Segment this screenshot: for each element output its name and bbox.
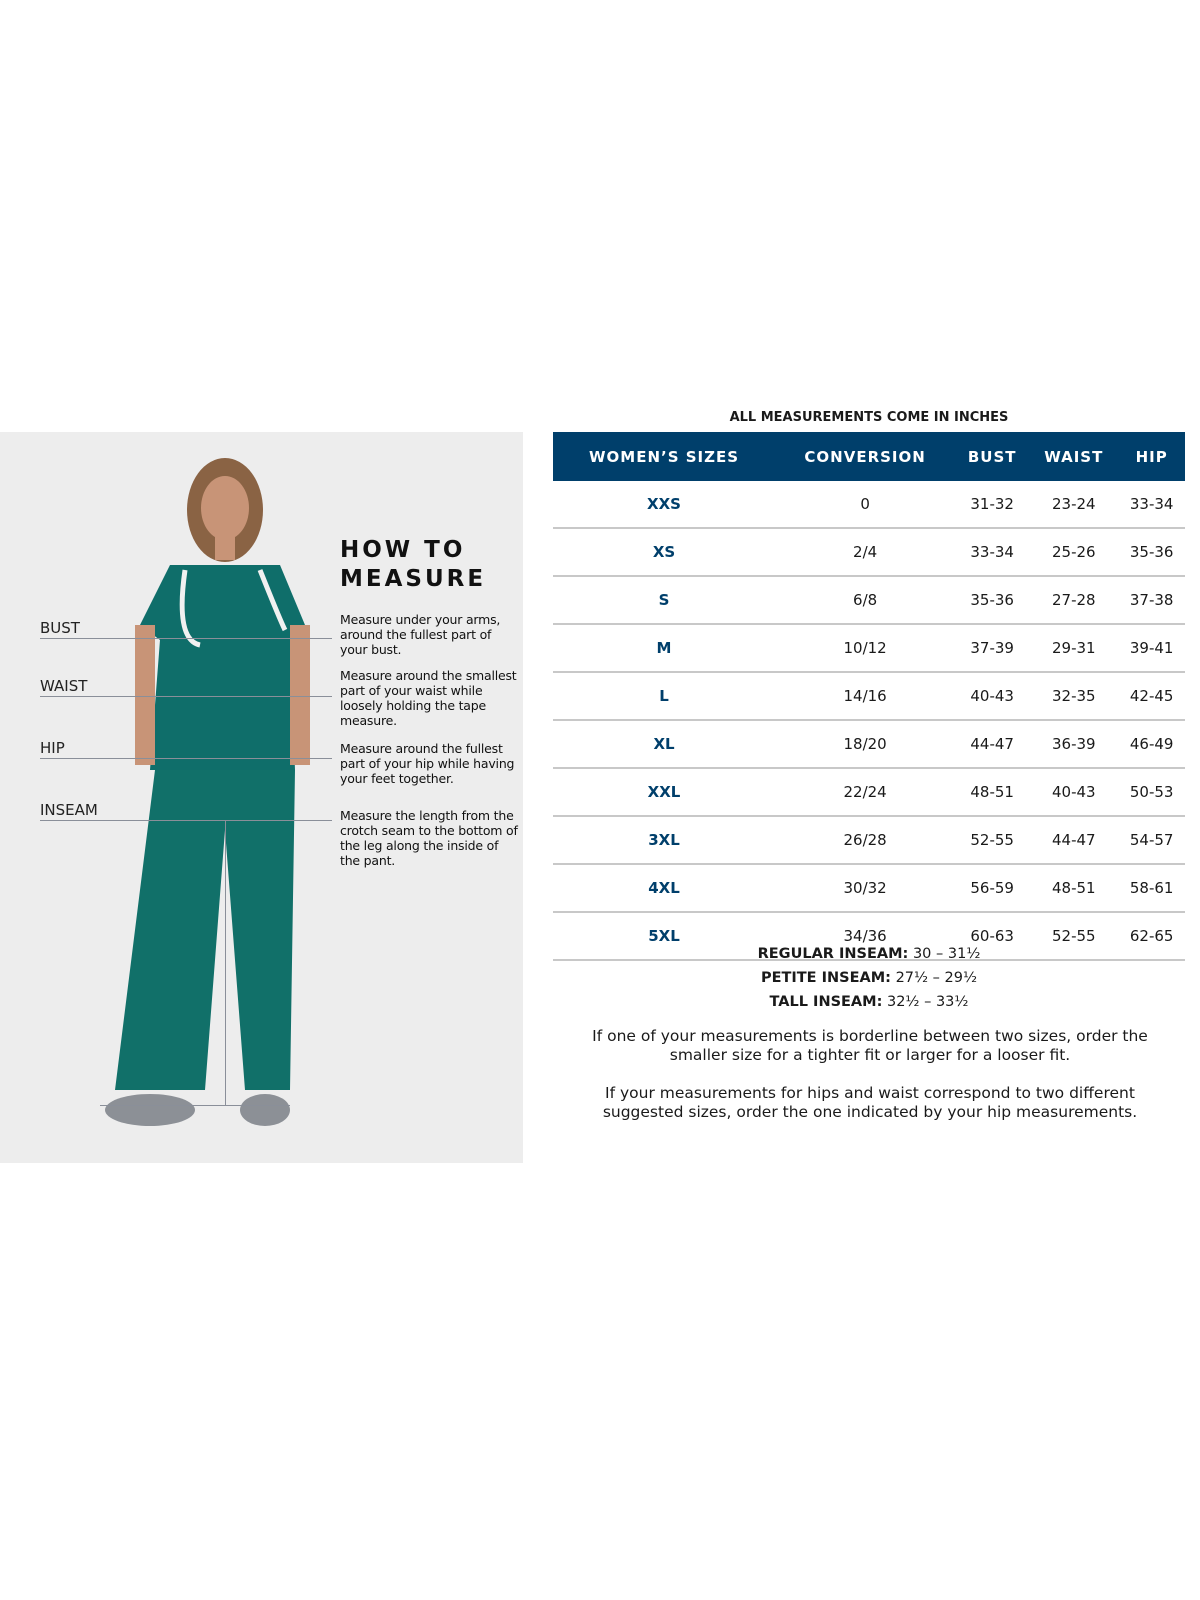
measurement-cell: 44-47 <box>955 720 1030 769</box>
size-cell: 4XL <box>553 864 776 913</box>
size-cell: XL <box>553 720 776 769</box>
inseam-guide-line <box>40 820 332 821</box>
measurement-cell: 56-59 <box>955 864 1030 913</box>
petite-inseam: PETITE INSEAM: 27½ – 29½ <box>760 970 978 986</box>
inseam-info: REGULAR INSEAM: 30 – 31½ PETITE INSEAM: … <box>553 942 1185 1014</box>
measurement-cell: 44-47 <box>1029 816 1119 865</box>
measurement-cell: 40-43 <box>1029 768 1119 817</box>
heading-line-1: HOW TO <box>340 537 466 563</box>
size-cell: L <box>553 672 776 721</box>
size-cell: 5XL <box>553 912 776 961</box>
measurement-cell: 54-57 <box>1118 816 1185 865</box>
measurement-cell: 35-36 <box>1118 528 1185 577</box>
measurement-cell: 42-45 <box>1118 672 1185 721</box>
measurement-cell: 33-34 <box>955 528 1030 577</box>
measurement-cell: 40-43 <box>955 672 1030 721</box>
table-row: M 10/12 37-39 29-31 39-41 <box>553 624 1185 673</box>
hip-description: Measure around the fullest part of your … <box>340 741 515 786</box>
measurement-cell: 30/32 <box>775 864 956 913</box>
measurement-cell: 60-63 <box>955 912 1030 961</box>
size-cell: M <box>553 624 776 673</box>
size-cell: XXS <box>553 481 776 529</box>
how-to-measure-heading: HOW TO MEASURE <box>340 536 486 594</box>
measurement-cell: 36-39 <box>1029 720 1119 769</box>
column-header: BUST <box>955 432 1030 481</box>
measurement-cell: 37-38 <box>1118 576 1185 625</box>
size-cell: 3XL <box>553 816 776 865</box>
waist-description: Measure around the smallest part of your… <box>340 668 517 728</box>
column-header: CONVERSION <box>775 432 956 481</box>
table-row: XL 18/20 44-47 36-39 46-49 <box>553 720 1185 769</box>
measurement-cell: 52-55 <box>1029 912 1119 961</box>
measurement-cell: 52-55 <box>955 816 1030 865</box>
inseam-vertical-line <box>225 820 226 1105</box>
heading-line-2: MEASURE <box>340 566 487 592</box>
measurement-cell: 25-26 <box>1029 528 1119 577</box>
waist-label: WAIST <box>40 677 88 695</box>
measurement-cell: 58-61 <box>1118 864 1185 913</box>
measurement-cell: 62-65 <box>1118 912 1185 961</box>
measurement-cell: 26/28 <box>775 816 956 865</box>
bust-guide-line <box>40 638 332 639</box>
table-row: S 6/8 35-36 27-28 37-38 <box>553 576 1185 625</box>
measurement-cell: 33-34 <box>1118 481 1185 529</box>
table-header-row: WOMEN’S SIZES CONVERSION BUST WAIST HIP <box>553 432 1185 481</box>
hip-guide-line <box>40 758 332 759</box>
bust-label: BUST <box>40 619 80 637</box>
column-header: WAIST <box>1029 432 1119 481</box>
measurement-cell: 23-24 <box>1029 481 1119 529</box>
measurement-cell: 50-53 <box>1118 768 1185 817</box>
regular-inseam: REGULAR INSEAM: 30 – 31½ <box>757 946 981 962</box>
size-cell: XXL <box>553 768 776 817</box>
tall-inseam: TALL INSEAM: 32½ – 33½ <box>769 994 969 1010</box>
hip-waist-note: If your measurements for hips and waist … <box>602 1084 1138 1121</box>
units-caption: ALL MEASUREMENTS COME IN INCHES <box>729 410 1009 425</box>
floor-line <box>100 1105 290 1106</box>
column-header: WOMEN’S SIZES <box>553 432 776 481</box>
table-row: 3XL 26/28 52-55 44-47 54-57 <box>553 816 1185 865</box>
measurement-cell: 14/16 <box>775 672 956 721</box>
measurement-cell: 22/24 <box>775 768 956 817</box>
measurement-cell: 37-39 <box>955 624 1030 673</box>
inseam-description: Measure the length from the crotch seam … <box>340 808 518 868</box>
model-figure-image <box>105 458 310 1126</box>
measurement-cell: 48-51 <box>955 768 1030 817</box>
measurement-cell: 39-41 <box>1118 624 1185 673</box>
measurement-cell: 6/8 <box>775 576 956 625</box>
measurement-cell: 46-49 <box>1118 720 1185 769</box>
size-chart-table: WOMEN’S SIZES CONVERSION BUST WAIST HIP XXS 0… <box>553 432 1185 961</box>
column-header: HIP <box>1118 432 1185 481</box>
measurement-cell: 0 <box>775 481 956 529</box>
measurement-cell: 10/12 <box>775 624 956 673</box>
waist-guide-line <box>40 696 332 697</box>
borderline-note: If one of your measurements is borderlin… <box>592 1027 1148 1064</box>
measurement-cell: 27-28 <box>1029 576 1119 625</box>
size-cell: XS <box>553 528 776 577</box>
inseam-label: INSEAM <box>40 801 98 819</box>
table-row: L 14/16 40-43 32-35 42-45 <box>553 672 1185 721</box>
measurement-cell: 2/4 <box>775 528 956 577</box>
measurement-cell: 29-31 <box>1029 624 1119 673</box>
bust-description: Measure under your arms, around the full… <box>340 612 501 657</box>
measurement-cell: 34/36 <box>775 912 956 961</box>
hip-label: HIP <box>40 739 65 757</box>
table-row: 4XL 30/32 56-59 48-51 58-61 <box>553 864 1185 913</box>
measurement-cell: 32-35 <box>1029 672 1119 721</box>
measurement-cell: 48-51 <box>1029 864 1119 913</box>
measurement-cell: 35-36 <box>955 576 1030 625</box>
table-row: 5XL 34/36 60-63 52-55 62-65 <box>553 912 1185 961</box>
size-cell: S <box>553 576 776 625</box>
table-row: XS 2/4 33-34 25-26 35-36 <box>553 528 1185 577</box>
table-row: XXS 0 31-32 23-24 33-34 <box>553 481 1185 529</box>
table-row: XXL 22/24 48-51 40-43 50-53 <box>553 768 1185 817</box>
measurement-cell: 18/20 <box>775 720 956 769</box>
measurement-cell: 31-32 <box>955 481 1030 529</box>
